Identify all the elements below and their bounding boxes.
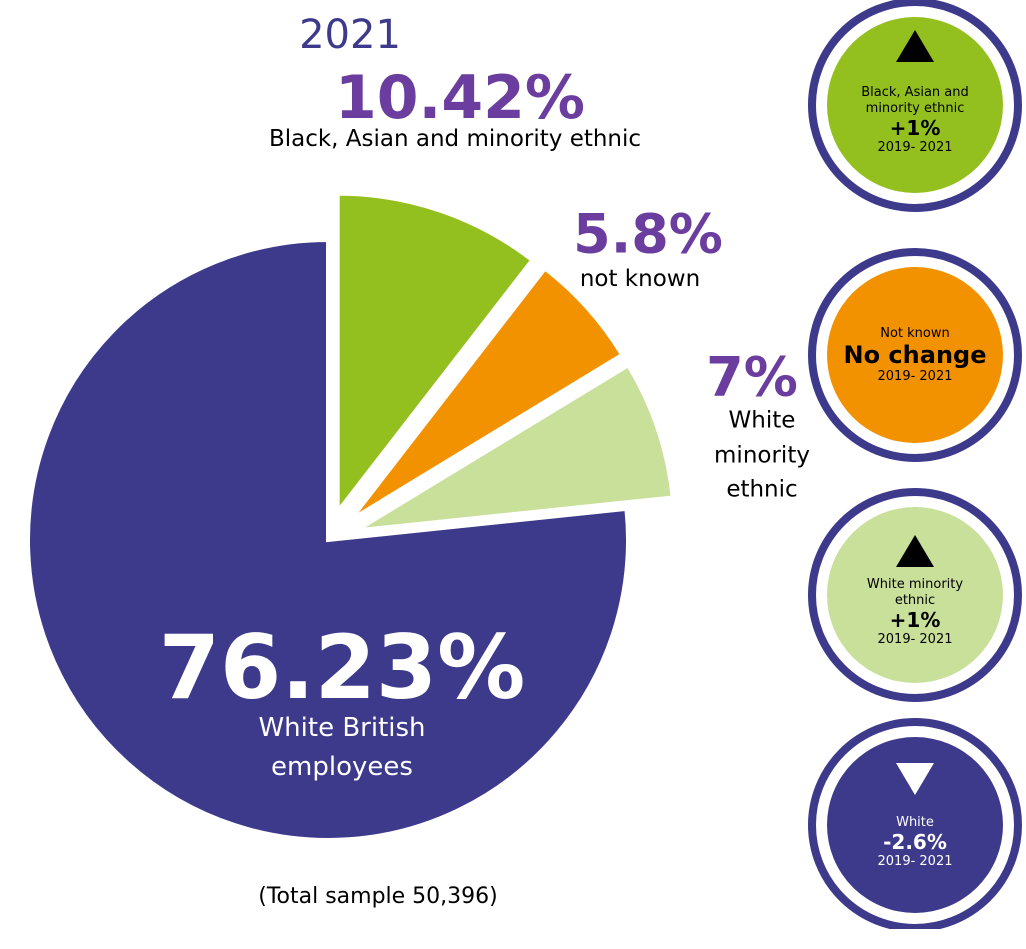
pie-slice [26, 237, 630, 842]
pie-slice [348, 265, 625, 522]
category-label: Black, Asian and minority ethnic [268, 126, 642, 153]
badge-fill [827, 737, 1003, 913]
badge-rings [808, 0, 1022, 929]
badge-label: Black, Asian and minority ethnic [861, 84, 969, 116]
value-label: 5.8% [573, 202, 723, 266]
category-label: White British employees [258, 713, 426, 782]
badge: White minority ethnic +1% 2019- 2021 [808, 505, 1022, 719]
badge-fill [827, 267, 1003, 443]
page: {"chart_data": {"type": "pie", "title": … [26, 0, 1022, 929]
badge-change: +1% [889, 608, 941, 633]
pie-slice [335, 191, 536, 518]
badge-fill [827, 507, 1003, 683]
badge: Black, Asian and minority ethnic +1% 201… [808, 13, 1022, 227]
badge-change: -2.6% [883, 830, 947, 855]
value-label: 10.42% [335, 63, 585, 133]
badge-change: No change [843, 341, 987, 370]
badge-label: White [896, 814, 934, 830]
badge: Not known No change 2019- 2021 [808, 248, 1022, 462]
badge-label: White minority ethnic [866, 576, 964, 608]
category-label: not known [579, 266, 701, 293]
badge-label: Not known [880, 325, 950, 341]
up-arrow [896, 535, 934, 567]
up-arrow [896, 30, 934, 62]
chart-title: 2021 [299, 12, 401, 58]
value-label: 7% [706, 345, 798, 409]
badge-period: 2019- 2021 [877, 140, 953, 156]
badge-change: +1% [889, 116, 941, 141]
badge: White -2.6% 2019- 2021 [808, 735, 1022, 949]
badge-fill [827, 17, 1003, 193]
note: (Total sample 50,396) [258, 883, 498, 909]
category-label: White minority ethnic [714, 407, 810, 503]
badge-period: 2019- 2021 [877, 854, 953, 870]
down-arrow [896, 763, 934, 795]
pie [26, 191, 675, 842]
badge-period: 2019- 2021 [877, 632, 953, 648]
badge-period: 2019- 2021 [877, 369, 953, 385]
value-label: 76.23% [158, 616, 526, 720]
chart [26, 0, 1022, 929]
pie-slice [355, 362, 675, 533]
